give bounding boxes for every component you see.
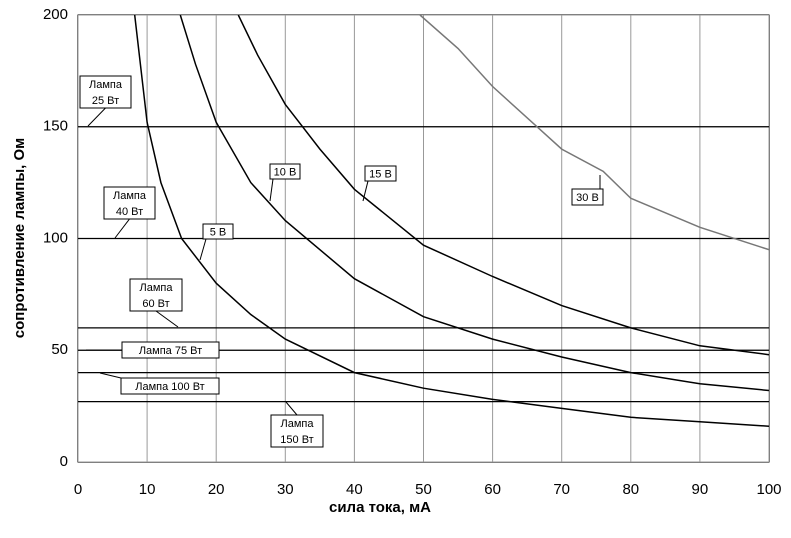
callout-pointer [155,310,179,328]
callout-box [270,414,324,448]
y-tick-label: 100 [43,229,68,246]
callout-label: Лампа [113,190,147,202]
curve [133,15,769,427]
callout-box [364,165,397,182]
callout-pointer [285,401,298,416]
x-tick-label: 30 [277,481,294,498]
x-axis-label: сила тока, мА [329,499,431,516]
y-tick-label: 0 [60,453,68,470]
callout-label: 60 Вт [142,298,169,310]
callout-label: 150 Вт [280,434,313,446]
x-tick-label: 0 [74,481,82,498]
callout-box [103,186,156,220]
callout-pointer [99,372,122,379]
x-tick-label: 50 [415,481,432,498]
callout-label: 25 Вт [92,95,119,107]
callout-box [571,188,604,206]
callout-label: 40 Вт [116,206,143,218]
callout-pointer [87,107,106,127]
curve [419,15,769,251]
x-tick-label: 20 [208,481,225,498]
x-tick-label: 100 [756,481,781,498]
callout-box [121,341,220,359]
series-label: 5 В [210,226,227,238]
callout-pointer [269,178,274,202]
callout-box [79,75,132,109]
callout-label: Лампа [281,418,315,430]
callout-box [202,223,234,240]
callout-box [120,377,220,395]
callout-pointer [114,218,130,239]
curve [237,15,769,356]
series-label: 30 В [576,192,599,204]
x-tick-label: 80 [622,481,639,498]
callout-pointer [362,180,369,202]
callout-label: Лампа [140,282,174,294]
callout-pointer [199,238,207,261]
callout-label: Лампа 100 Вт [135,381,204,393]
x-tick-label: 40 [346,481,363,498]
x-tick-label: 10 [139,481,156,498]
x-tick-label: 60 [484,481,501,498]
callout-label: Лампа [89,79,123,91]
series-label: 10 В [274,166,297,178]
curve [179,15,769,392]
x-tick-label: 70 [553,481,570,498]
callout-box [129,278,183,312]
x-tick-label: 90 [692,481,709,498]
callout-box [269,163,301,180]
y-tick-label: 200 [43,6,68,23]
callout-label: Лампа 75 Вт [139,345,202,357]
y-tick-label: 150 [43,118,68,135]
y-tick-label: 50 [51,341,68,358]
y-axis-label: сопротивление лампы, Ом [11,138,28,339]
series-label: 15 В [369,168,392,180]
